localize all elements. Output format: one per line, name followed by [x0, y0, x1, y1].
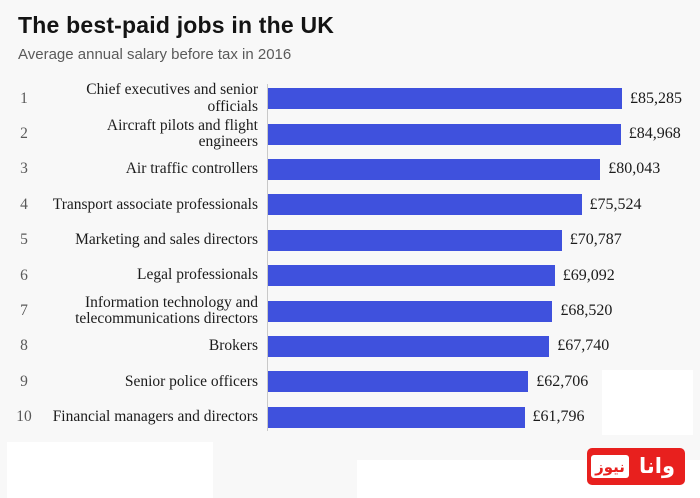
overlay-patch-bottom-left — [7, 442, 213, 498]
category-label: Senior police officers — [124, 372, 258, 390]
bar — [268, 88, 622, 110]
bar-row: 8 Brokers £67,740 — [0, 329, 700, 364]
value-label: £70,787 — [569, 231, 622, 249]
value-label: £62,706 — [536, 372, 589, 390]
rank-label: 10 — [16, 408, 32, 426]
bar-row: 5 Marketing and sales directors £70,787 — [0, 223, 700, 258]
bar-row: 1 Chief executives and senior officials £8… — [0, 81, 700, 116]
category-label: Aircraft pilots and flight engineers — [106, 116, 258, 151]
bar-area: £84,968 — [268, 116, 700, 151]
bar-area: £75,524 — [268, 187, 700, 222]
bar-area: £69,092 — [268, 258, 700, 293]
bar — [268, 406, 525, 428]
bar-area: £67,740 — [268, 329, 700, 364]
rank-label: 1 — [20, 89, 28, 107]
chart-title: The best-paid jobs in the UK — [18, 12, 335, 38]
bar — [268, 335, 550, 357]
value-label: £84,968 — [628, 125, 681, 143]
rank-label: 7 — [20, 302, 28, 320]
overlay-patch-right — [602, 370, 693, 435]
bar-area: £61,796 — [268, 400, 700, 435]
bar-area: £85,285 — [268, 81, 700, 116]
bar — [268, 229, 562, 251]
bar — [268, 265, 555, 287]
bar — [268, 371, 529, 393]
bar-row: 7 Information technology and telecommunic… — [0, 293, 700, 328]
y-axis-line — [267, 84, 268, 431]
category-label: Information technology and telecommunica… — [75, 293, 258, 328]
wana-news-logo-arabic-text: وانا — [638, 453, 676, 478]
value-label: £69,092 — [562, 266, 615, 284]
bar-area: £70,787 — [268, 223, 700, 258]
rank-label: 6 — [20, 266, 28, 284]
bar — [268, 158, 601, 180]
category-label: Chief executives and senior officials — [86, 81, 258, 115]
bar-area: £80,043 — [268, 152, 700, 187]
bar-row: 3 Air traffic controllers £80,043 — [0, 152, 700, 187]
rank-label: 3 — [20, 160, 28, 178]
bar-area: £68,520 — [268, 293, 700, 328]
value-label: £67,740 — [557, 337, 610, 355]
bar-chart: 1 Chief executives and senior officials £8… — [0, 81, 700, 435]
rank-label: 8 — [20, 337, 28, 355]
rank-label: 9 — [20, 372, 28, 390]
rank-label: 5 — [20, 231, 28, 249]
value-label: £68,520 — [560, 302, 613, 320]
bar-row: 2 Aircraft pilots and flight engineers £84… — [0, 116, 700, 151]
category-label: Legal professionals — [137, 266, 258, 284]
category-label: Air traffic controllers — [125, 160, 258, 178]
wana-news-logo: وانا نیوز — [587, 448, 685, 485]
bar-row: 9 Senior police officers £62,706 — [0, 364, 700, 399]
category-label: Brokers — [208, 337, 258, 355]
bar-row: 6 Legal professionals £69,092 — [0, 258, 700, 293]
value-label: £61,796 — [532, 408, 585, 426]
wana-news-logo-white-box-text: نیوز — [591, 455, 629, 478]
category-label: Marketing and sales directors — [75, 231, 258, 249]
bar — [268, 194, 582, 216]
bar-row: 10 Financial managers and directors £61,79… — [0, 400, 700, 435]
category-label: Transport associate professionals — [52, 195, 258, 213]
rank-label: 2 — [20, 125, 28, 143]
bar-row: 4 Transport associate professionals £75,52… — [0, 187, 700, 222]
bar — [268, 300, 553, 322]
value-label: £80,043 — [608, 160, 661, 178]
bar — [268, 123, 621, 145]
value-label: £85,285 — [630, 89, 682, 107]
category-label: Financial managers and directors — [52, 408, 258, 425]
bar-area: £62,706 — [268, 364, 700, 399]
value-label: £75,524 — [589, 195, 642, 213]
chart-subtitle: Average annual salary before tax in 2016 — [18, 46, 292, 63]
rank-label: 4 — [20, 195, 28, 213]
